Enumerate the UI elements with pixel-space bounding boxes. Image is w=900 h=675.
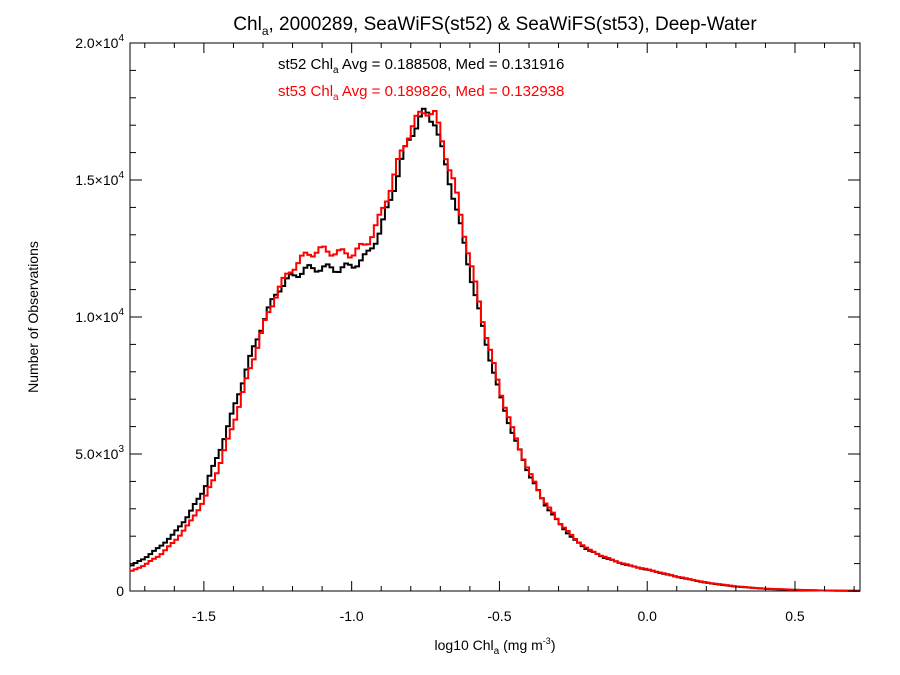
y-axis: 0 5.0×103 1.0×104 1.5×104 2.0×104 <box>75 33 860 599</box>
plot-frame <box>129 42 861 592</box>
x-axis: -1.5 -1.0 -0.5 0.0 0.5 <box>144 43 855 624</box>
y-tick-label: 0 <box>116 583 124 599</box>
x-tick-label: -1.5 <box>192 608 216 624</box>
annotation-st53: st53 Chla Avg = 0.189826, Med = 0.132938 <box>278 83 564 103</box>
title-main: Chl <box>233 14 262 35</box>
x-tick-label: 0.0 <box>637 608 657 624</box>
y-tick-label: 1.0×104 <box>75 307 124 325</box>
y-tick-label: 2.0×104 <box>75 33 124 51</box>
series-st52-line <box>130 107 860 592</box>
x-tick-label: -1.0 <box>340 608 364 624</box>
x-tick-label: -0.5 <box>487 608 511 624</box>
chart-title: Chla, 2000289, SeaWiFS(st52) & SeaWiFS(s… <box>233 14 757 38</box>
x-tick-label: 0.5 <box>785 608 805 624</box>
y-tick-label: 5.0×103 <box>75 444 124 462</box>
title-subscript: a <box>262 24 269 38</box>
series-st53-line <box>130 110 860 592</box>
series-layer <box>130 107 860 592</box>
y-tick-label: 1.5×104 <box>75 170 124 188</box>
title-rest: , 2000289, SeaWiFS(st52) & SeaWiFS(st53)… <box>269 14 758 35</box>
y-axis-label: Number of Observations <box>25 241 41 393</box>
x-axis-label: log10 Chla (mg m-3) <box>435 636 556 657</box>
annotation-st52: st52 Chla Avg = 0.188508, Med = 0.131916 <box>278 56 564 76</box>
